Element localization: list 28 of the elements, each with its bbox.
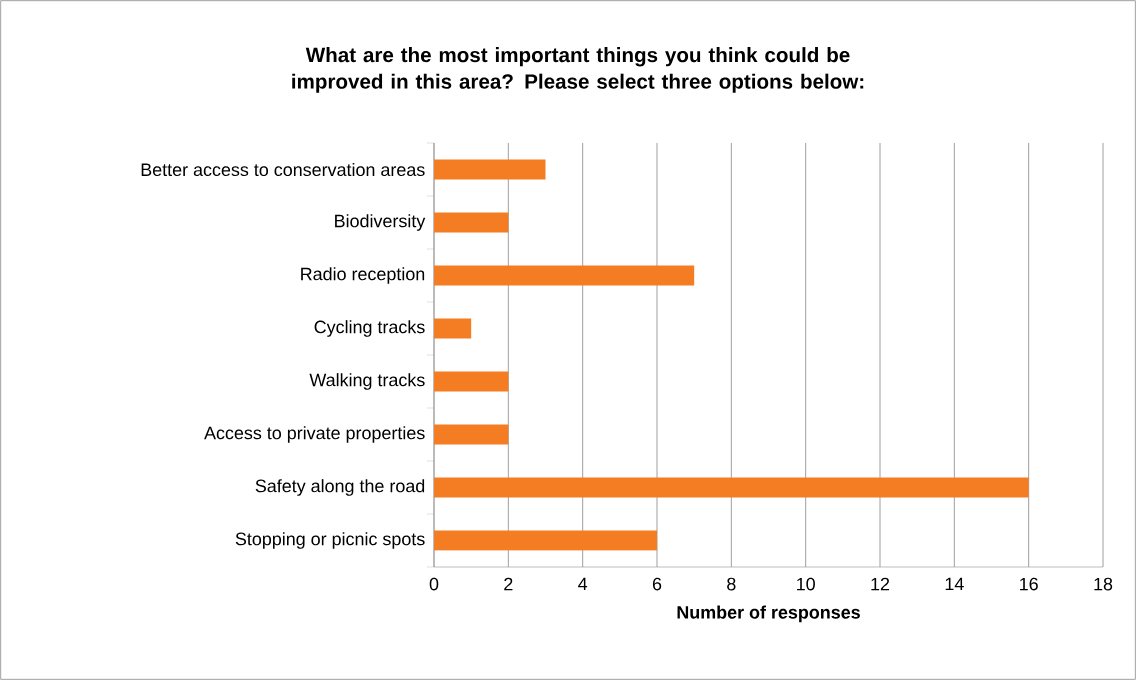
y-tick-label: Access to private properties [204, 426, 425, 443]
y-tick-label: Stopping or picnic spots [235, 532, 425, 549]
y-tick-label: Walking tracks [309, 373, 425, 390]
bar [434, 530, 658, 551]
x-tick-label: 18 [1094, 577, 1113, 591]
bar [434, 159, 546, 180]
chart-title: What are the most important things you think could be improved in this area? Please select three options below: [292, 47, 864, 93]
x-tick-label: 12 [871, 577, 890, 591]
x-tick-label: 10 [797, 577, 815, 591]
x-tick-label: 0 [429, 577, 439, 591]
y-tick-label: Radio reception [301, 267, 425, 284]
bar [434, 477, 1029, 498]
bar [434, 424, 509, 445]
y-tick-label: Cycling tracks [314, 320, 425, 337]
x-axis-title: Number of responses [677, 605, 860, 623]
y-tick-label: Biodiversity [335, 214, 426, 231]
bar [434, 318, 472, 339]
x-tick-label: 2 [504, 577, 513, 591]
x-tick-label: 16 [1020, 577, 1038, 591]
bar [434, 212, 509, 233]
bar [434, 371, 509, 392]
x-tick-label: 14 [945, 577, 964, 591]
x-tick-label: 8 [727, 577, 736, 591]
x-tick-label: 4 [578, 577, 588, 591]
y-tick-label: Safety along the road [255, 479, 425, 496]
y-tick-label: Better access to conservation areas [141, 162, 425, 177]
bar [434, 265, 695, 286]
x-tick-label: 6 [652, 577, 662, 591]
